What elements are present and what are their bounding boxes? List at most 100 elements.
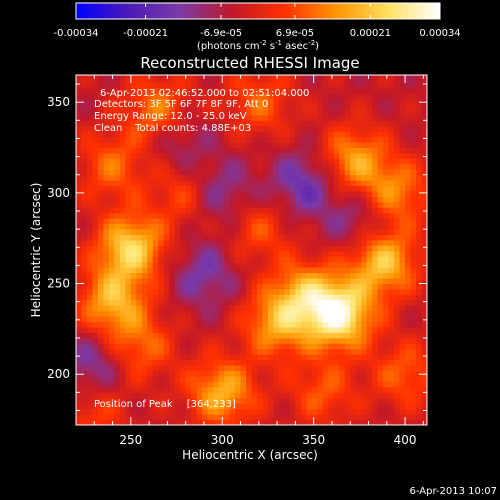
heatmap-cell [103,381,110,388]
heatmap-cell [125,223,132,230]
heatmap-cell [196,272,203,279]
heatmap-cell [372,212,379,219]
heatmap-cell [163,174,170,181]
heatmap-cell [185,403,192,410]
heatmap-cell [103,348,110,355]
heatmap-cell [399,125,406,132]
heatmap-cell [289,212,296,219]
heatmap-cell [355,234,362,241]
heatmap-cell [350,147,357,154]
heatmap-cell [405,196,411,203]
heatmap-cell [191,218,198,225]
heatmap-cell [284,109,291,116]
heatmap-cell [317,392,324,399]
heatmap-cell [251,76,258,83]
heatmap-cell [410,332,417,339]
heatmap-cell [86,87,93,94]
heatmap-cell [322,142,329,148]
heatmap-cell [289,120,296,127]
heatmap-cell [218,337,225,344]
heatmap-cell [311,196,318,203]
heatmap-cell [202,261,209,268]
heatmap-cell [147,196,154,203]
heatmap-cell [377,261,384,268]
heatmap-cell [136,288,143,295]
heatmap-cell [306,191,313,197]
heatmap-cell [339,125,346,132]
heatmap-cell [180,397,187,404]
heatmap-cell [169,223,176,230]
heatmap-cell [284,223,291,230]
heatmap-cell [328,408,335,415]
heatmap-cell [174,234,181,241]
heatmap-cell [383,321,390,328]
heatmap-cell [119,327,126,333]
heatmap-cell [136,419,143,426]
heatmap-cell [103,332,110,339]
heatmap-cell [388,414,395,420]
heatmap-cell [136,218,143,225]
heatmap-cell [103,386,110,393]
heatmap-cell [240,332,247,339]
heatmap-cell [372,185,379,192]
heatmap-cell [322,310,329,317]
heatmap-cell [235,386,241,393]
heatmap-cell [344,147,351,154]
heatmap-cell [180,419,187,426]
heatmap-cell [108,294,115,301]
heatmap-cell [394,256,400,263]
heatmap-cell [207,158,214,165]
heatmap-cell [339,337,346,344]
heatmap-cell [97,147,104,154]
heatmap-cell [240,196,247,203]
heatmap-cell [251,163,258,170]
heatmap-cell [136,75,143,78]
heatmap-cell [240,381,247,388]
heatmap-cell [317,234,324,241]
heatmap-cell [119,332,126,339]
timestamp: 6-Apr-2013 10:07 [410,486,497,497]
heatmap-cell [185,365,192,371]
heatmap-cell [174,414,181,420]
heatmap-cell [174,120,181,127]
heatmap-cell [202,234,209,241]
heatmap-cell [306,267,313,274]
heatmap-cell [251,114,258,121]
heatmap-cell [410,408,417,415]
heatmap-cell [196,305,203,312]
heatmap-cell [202,278,209,284]
heatmap-cell [130,229,137,235]
heatmap-cell [377,87,384,94]
heatmap-cell [300,147,307,154]
heatmap-cell [235,212,241,219]
heatmap-cell [119,392,126,399]
heatmap-cell [180,82,187,89]
heatmap-cell [344,109,351,116]
heatmap-cell [119,109,126,116]
heatmap-cell [103,278,110,284]
heatmap-cell [174,267,181,274]
heatmap-cell [399,386,406,393]
heatmap-cell [163,343,170,350]
heatmap-cell [114,125,121,132]
heatmap-cell [377,163,384,170]
heatmap-cell [355,261,362,268]
heatmap-cell [372,403,379,410]
heatmap-cell [92,294,99,301]
heatmap-cell [394,386,400,393]
heatmap-cell [224,256,230,263]
heatmap-cell [262,354,269,361]
heatmap-cell [322,131,329,138]
heatmap-cell [278,120,285,127]
heatmap-cell [295,93,302,99]
heatmap-cell [92,392,99,399]
heatmap-cell [262,381,269,388]
heatmap-cell [322,180,329,187]
heatmap-cell [421,250,428,257]
heatmap-cell [317,174,324,181]
heatmap-cell [97,365,104,371]
heatmap-cell [174,305,181,312]
heatmap-cell [322,82,329,89]
heatmap-cell [229,76,236,83]
heatmap-cell [174,147,181,154]
